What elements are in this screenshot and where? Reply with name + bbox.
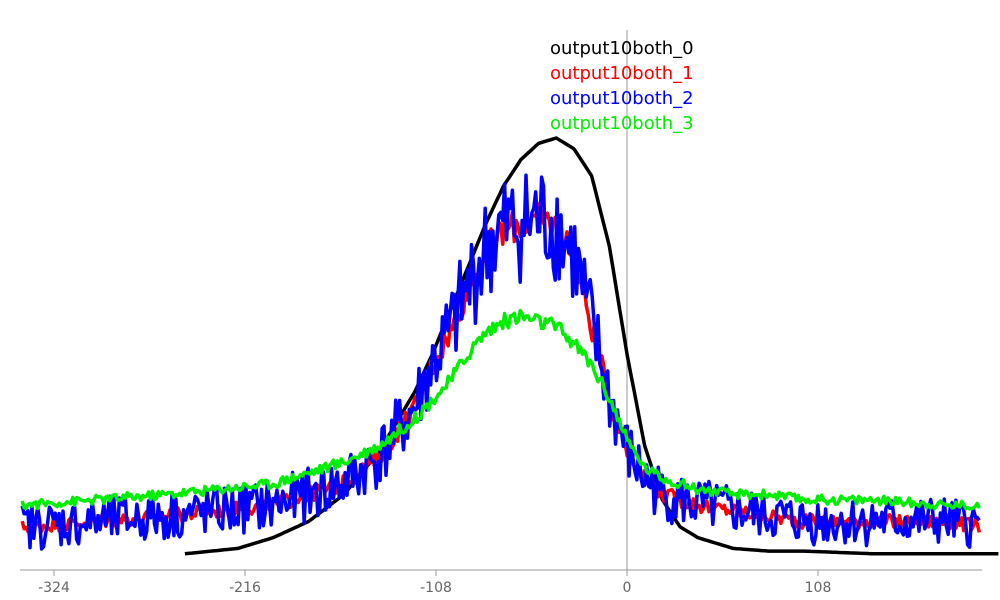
legend-entry-3: output10both_3 [550,113,694,134]
series-line-3 [20,308,981,511]
x-tick-label: -108 [420,580,452,596]
x-tick-label: 0 [623,580,632,596]
legend-entry-1: output10both_1 [550,63,694,84]
series-layer [20,136,999,556]
x-tick-label: 108 [805,580,832,596]
x-tick-label: -324 [38,580,70,596]
x-ticks: -324 -216 -108 0 108 [38,570,831,596]
legend: output10both_0 output10both_1 output10both… [550,38,694,134]
x-tick-label: -216 [229,580,261,596]
series-line-2 [20,173,981,551]
legend-entry-2: output10both_2 [550,88,694,109]
legend-entry-0: output10both_0 [550,38,694,59]
series-line-1 [20,201,982,534]
